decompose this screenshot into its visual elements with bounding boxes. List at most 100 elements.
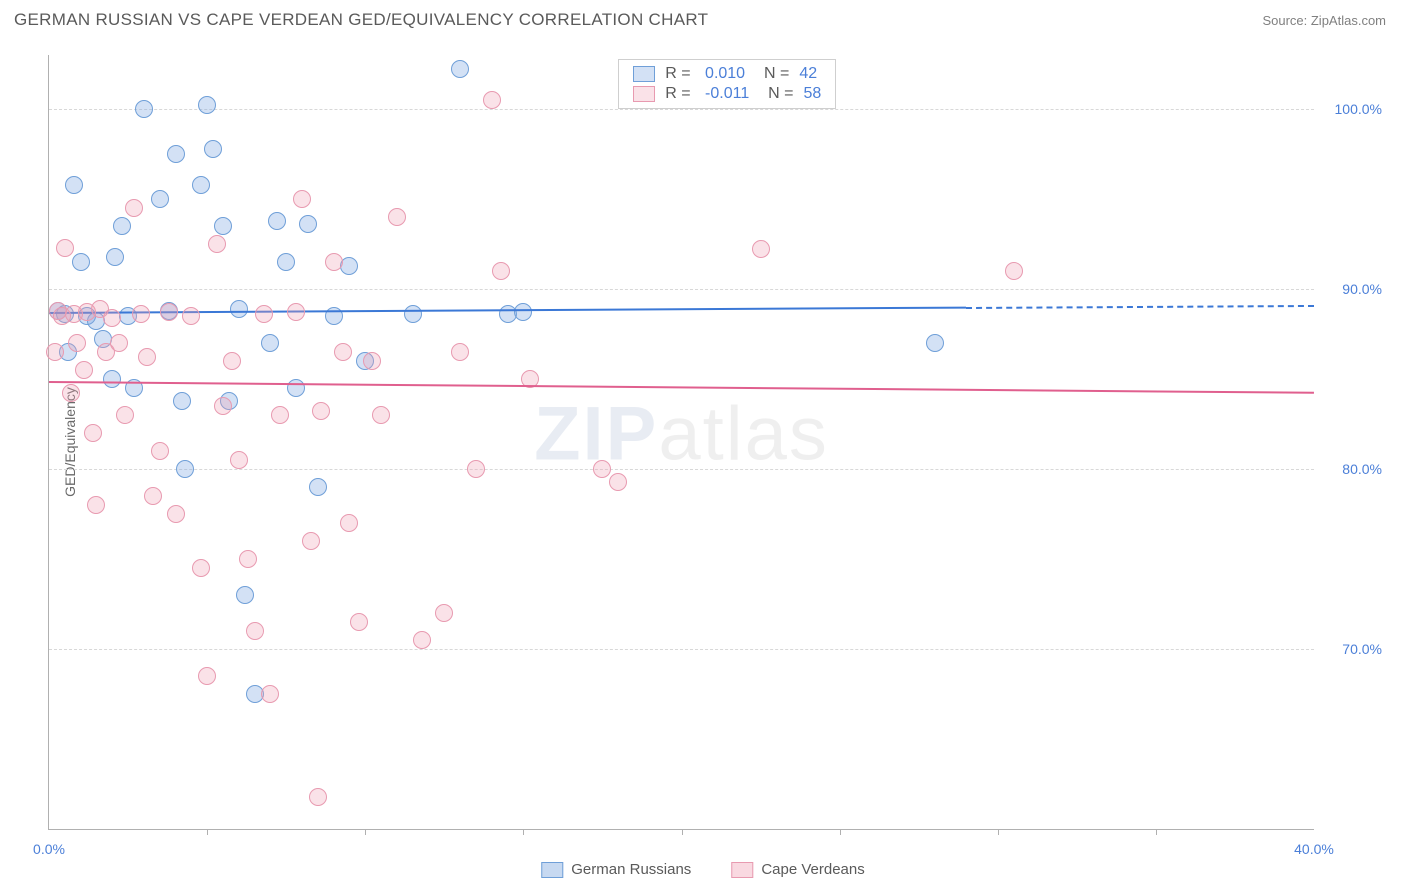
stat-label: R =: [665, 65, 690, 83]
scatter-point: [325, 253, 343, 271]
scatter-point: [312, 402, 330, 420]
scatter-point: [492, 262, 510, 280]
scatter-point: [752, 240, 770, 258]
y-tick-label: 80.0%: [1342, 461, 1382, 477]
watermark: ZIPatlas: [534, 391, 829, 478]
scatter-point: [261, 334, 279, 352]
scatter-point: [293, 190, 311, 208]
scatter-point: [204, 140, 222, 158]
scatter-point: [1005, 262, 1023, 280]
scatter-point: [87, 496, 105, 514]
legend-label: German Russians: [571, 861, 691, 878]
scatter-point: [593, 460, 611, 478]
scatter-point: [239, 550, 257, 568]
y-tick-label: 100.0%: [1335, 101, 1382, 117]
stat-n-value: 58: [803, 85, 821, 103]
scatter-point: [167, 145, 185, 163]
y-axis-title: GED/Equivalency: [62, 387, 78, 497]
scatter-point: [160, 303, 178, 321]
scatter-point: [268, 212, 286, 230]
scatter-point: [110, 334, 128, 352]
scatter-point: [363, 352, 381, 370]
legend-swatch: [541, 862, 563, 878]
scatter-point: [214, 217, 232, 235]
trend-line-extrapolated: [966, 305, 1314, 309]
scatter-point: [192, 559, 210, 577]
scatter-point: [261, 685, 279, 703]
x-tick: [840, 829, 841, 835]
scatter-point: [198, 96, 216, 114]
legend-swatch: [731, 862, 753, 878]
scatter-point: [151, 442, 169, 460]
stat-label: R =: [665, 85, 690, 103]
chart-plot-area: GED/Equivalency ZIPatlas R = 0.010 N =42…: [48, 55, 1314, 830]
stat-r-value: 0.010: [701, 65, 745, 83]
scatter-point: [103, 370, 121, 388]
x-tick: [1156, 829, 1157, 835]
gridline: [49, 469, 1314, 470]
correlation-legend: R = 0.010 N =42R = -0.011 N = 58: [618, 59, 836, 109]
gridline: [49, 289, 1314, 290]
source-label: Source: ZipAtlas.com: [1262, 13, 1386, 28]
gridline: [49, 649, 1314, 650]
scatter-point: [435, 604, 453, 622]
legend-swatch: [633, 66, 655, 82]
scatter-point: [271, 406, 289, 424]
scatter-point: [113, 217, 131, 235]
scatter-point: [467, 460, 485, 478]
x-tick: [207, 829, 208, 835]
scatter-point: [404, 305, 422, 323]
y-tick-label: 90.0%: [1342, 281, 1382, 297]
scatter-point: [340, 514, 358, 532]
x-tick-label: 0.0%: [33, 841, 65, 857]
trend-line: [49, 381, 1314, 394]
scatter-point: [483, 91, 501, 109]
legend-item: Cape Verdeans: [731, 861, 864, 878]
legend-swatch: [633, 86, 655, 102]
x-tick: [365, 829, 366, 835]
scatter-point: [135, 100, 153, 118]
scatter-point: [255, 305, 273, 323]
scatter-point: [413, 631, 431, 649]
scatter-point: [173, 392, 191, 410]
scatter-point: [451, 60, 469, 78]
scatter-point: [106, 248, 124, 266]
scatter-point: [84, 424, 102, 442]
scatter-point: [236, 586, 254, 604]
scatter-point: [182, 307, 200, 325]
scatter-point: [309, 788, 327, 806]
scatter-point: [514, 303, 532, 321]
scatter-point: [287, 303, 305, 321]
scatter-point: [46, 343, 64, 361]
scatter-point: [138, 348, 156, 366]
x-tick: [998, 829, 999, 835]
scatter-point: [609, 473, 627, 491]
scatter-point: [125, 199, 143, 217]
scatter-point: [302, 532, 320, 550]
gridline: [49, 109, 1314, 110]
scatter-point: [388, 208, 406, 226]
scatter-point: [299, 215, 317, 233]
scatter-point: [151, 190, 169, 208]
scatter-point: [340, 257, 358, 275]
scatter-point: [334, 343, 352, 361]
scatter-point: [132, 305, 150, 323]
scatter-point: [277, 253, 295, 271]
legend-stat-row: R = 0.010 N =42: [633, 64, 821, 84]
x-tick: [682, 829, 683, 835]
scatter-point: [103, 309, 121, 327]
scatter-point: [246, 622, 264, 640]
scatter-point: [926, 334, 944, 352]
scatter-point: [309, 478, 327, 496]
scatter-point: [214, 397, 232, 415]
scatter-point: [230, 300, 248, 318]
stat-label: N =: [759, 85, 793, 103]
scatter-point: [223, 352, 241, 370]
legend-item: German Russians: [541, 861, 691, 878]
stat-r-value: -0.011: [701, 85, 750, 103]
scatter-point: [65, 176, 83, 194]
scatter-point: [451, 343, 469, 361]
scatter-point: [287, 379, 305, 397]
scatter-point: [144, 487, 162, 505]
chart-title: GERMAN RUSSIAN VS CAPE VERDEAN GED/EQUIV…: [14, 10, 708, 30]
